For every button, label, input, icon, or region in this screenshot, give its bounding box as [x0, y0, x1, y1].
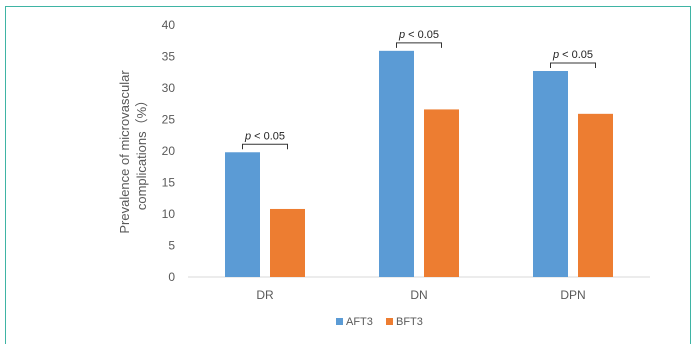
p-threshold: < 0.05 [559, 49, 593, 61]
significance-bracket [550, 62, 596, 68]
bar-aft3-dr [225, 152, 260, 277]
legend-swatch-aft3 [336, 318, 343, 325]
legend-swatch-bft3 [386, 318, 393, 325]
x-tick-label: DPN [560, 288, 585, 302]
significance-bracket [396, 42, 442, 48]
y-tick-label: 5 [168, 239, 175, 253]
p-threshold: < 0.05 [405, 29, 439, 41]
legend-label-aft3: AFT3 [346, 316, 373, 328]
y-tick-label: 0 [168, 270, 175, 284]
x-tick-label: DN [410, 288, 427, 302]
significance-bracket [242, 143, 288, 150]
y-tick-label: 40 [162, 18, 176, 32]
y-tick-label: 30 [162, 81, 176, 95]
p-symbol: p [398, 29, 405, 41]
y-tick-label: 10 [162, 207, 176, 221]
p-symbol: p [244, 130, 251, 142]
y-tick-label: 15 [162, 176, 176, 190]
y-axis-label-line2: complications（%） [134, 94, 149, 210]
y-axis-label-line1: Prevalence of microvascular [117, 70, 132, 234]
bar-bft3-dpn [578, 113, 613, 277]
significance-label: p < 0.05 [398, 29, 439, 41]
y-tick-label: 20 [162, 144, 176, 158]
y-axis-label: Prevalence of microvascular complication… [117, 70, 149, 234]
p-threshold: < 0.05 [251, 130, 285, 142]
y-tick-label: 25 [162, 113, 176, 127]
significance-label: p < 0.05 [244, 130, 285, 142]
legend-label-bft3: BFT3 [396, 316, 423, 328]
p-symbol: p [552, 49, 559, 61]
bar-bft3-dr [270, 208, 305, 277]
bar-aft3-dn [379, 50, 414, 277]
x-tick-label: DR [256, 288, 274, 302]
y-tick-label: 35 [162, 50, 176, 64]
bar-bft3-dn [424, 109, 459, 277]
bar-aft3-dpn [533, 70, 568, 278]
chart-frame [5, 6, 691, 344]
significance-label: p < 0.05 [552, 49, 593, 61]
